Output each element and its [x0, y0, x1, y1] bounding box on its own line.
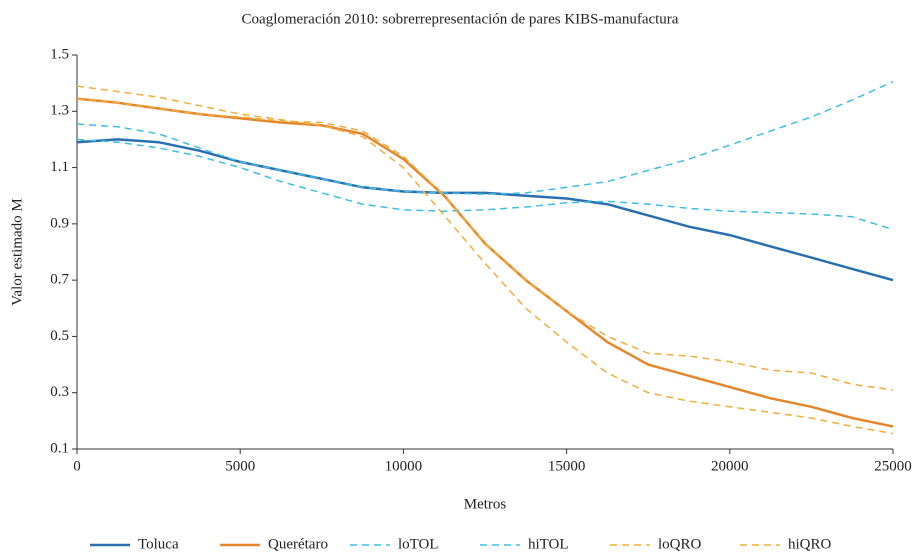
chart-title: Coaglomeración 2010: sobrerrepresentació…	[242, 11, 679, 27]
y-tick-label: 0.9	[50, 215, 69, 231]
series-line	[76, 85, 894, 435]
legend-label: hiTOL	[528, 536, 569, 552]
legend-label: Toluca	[138, 536, 179, 552]
legend-label: hiQRO	[788, 536, 832, 552]
y-tick-label: 1.3	[50, 103, 69, 119]
series-line	[76, 138, 894, 282]
legend-label: loQRO	[658, 536, 702, 552]
y-tick-label: 0.3	[50, 384, 69, 400]
x-tick-label: 20000	[711, 458, 749, 474]
x-tick-label: 10000	[385, 458, 423, 474]
legend-label: loTOL	[398, 536, 439, 552]
y-tick-label: 1.1	[50, 159, 69, 175]
x-tick-label: 25000	[874, 458, 912, 474]
y-axis-label: Valor estimado M	[9, 198, 25, 305]
x-tick-label: 5000	[225, 458, 255, 474]
y-tick-label: 0.1	[50, 440, 69, 456]
legend-label: Querétaro	[268, 536, 328, 552]
x-axis-label: Metros	[464, 496, 507, 512]
y-tick-label: 0.5	[50, 328, 69, 344]
x-tick-label: 15000	[548, 458, 586, 474]
series-line	[76, 138, 894, 231]
series-line	[76, 81, 894, 196]
y-tick-label: 0.7	[50, 272, 69, 288]
series-line	[76, 97, 894, 391]
y-tick-label: 1.5	[50, 46, 69, 62]
x-tick-label: 0	[73, 458, 81, 474]
